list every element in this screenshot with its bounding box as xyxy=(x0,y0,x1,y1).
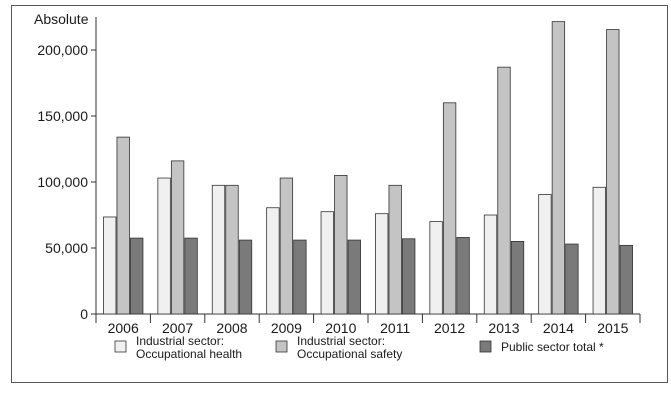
legend-swatch-3 xyxy=(479,340,492,353)
legend-label-1: Industrial sector: xyxy=(136,334,224,348)
x-tick-label: 2012 xyxy=(434,320,465,336)
bar-2014-series-2 xyxy=(551,21,566,315)
bar-2010-series-1 xyxy=(320,211,334,315)
bar-2013-series-2 xyxy=(497,66,511,315)
bar-2012-series-1 xyxy=(429,221,443,315)
bar-2008-series-1 xyxy=(211,184,226,315)
y-tick-label: 100,000 xyxy=(37,174,88,190)
bar-2010-series-2 xyxy=(334,174,348,315)
bar-2009-series-2 xyxy=(279,177,294,315)
bar-2006-series-3 xyxy=(130,237,144,315)
bar-2015-series-2 xyxy=(606,29,620,315)
y-tick-label: 0 xyxy=(80,306,88,322)
bars xyxy=(103,21,633,315)
x-tick-label: 2014 xyxy=(543,320,574,336)
bar-2013-series-3 xyxy=(510,240,525,315)
legend-label-2: Occupational safety xyxy=(297,347,402,361)
legend-label-2: Industrial sector: xyxy=(297,334,385,348)
x-tick-label: 2015 xyxy=(597,320,628,336)
bar-2009-series-3 xyxy=(293,239,307,315)
legend: Industrial sector:Occupational healthInd… xyxy=(114,334,604,361)
bar-2012-series-2 xyxy=(442,102,457,315)
x-tick-label: 2011 xyxy=(380,320,410,336)
legend-swatch-2 xyxy=(275,340,288,353)
y-tick-label: 50,000 xyxy=(45,240,88,256)
bar-2015-series-3 xyxy=(619,244,633,315)
x-tick-label: 2010 xyxy=(325,320,356,336)
bar-2008-series-3 xyxy=(238,239,253,315)
bar-2015-series-1 xyxy=(592,186,606,315)
bar-2012-series-3 xyxy=(456,237,470,315)
bar-2013-series-1 xyxy=(483,214,498,315)
bar-2014-series-1 xyxy=(538,194,552,315)
bar-2007-series-1 xyxy=(157,177,171,315)
bar-2011-series-1 xyxy=(375,213,389,315)
y-axis: 0 50,000 100,000 150,000 200,000 xyxy=(37,17,97,322)
bar-2007-series-2 xyxy=(170,160,185,315)
bar-2010-series-3 xyxy=(347,239,361,315)
bar-2008-series-2 xyxy=(225,184,239,315)
x-tick-label: 2006 xyxy=(108,320,139,336)
x-tick-label: 2013 xyxy=(488,320,519,336)
bar-2009-series-1 xyxy=(266,207,280,315)
bar-2007-series-3 xyxy=(184,237,198,315)
x-tick-label: 2007 xyxy=(162,320,193,336)
legend-label-1: Occupational health xyxy=(136,347,242,361)
y-axis-label: Absolute xyxy=(34,11,89,27)
legend-swatch-1 xyxy=(114,340,127,353)
bar-2006-series-2 xyxy=(116,136,130,315)
bar-2014-series-3 xyxy=(565,243,579,315)
legend-label-3: Public sector total * xyxy=(501,340,604,354)
x-tick-label: 2008 xyxy=(216,320,247,336)
x-tick-label: 2009 xyxy=(271,320,302,336)
bar-2011-series-2 xyxy=(388,184,402,315)
y-tick-label: 200,000 xyxy=(37,42,88,58)
bar-2006-series-1 xyxy=(103,216,117,315)
y-tick-label: 150,000 xyxy=(37,108,88,124)
bar-2011-series-3 xyxy=(402,238,416,315)
